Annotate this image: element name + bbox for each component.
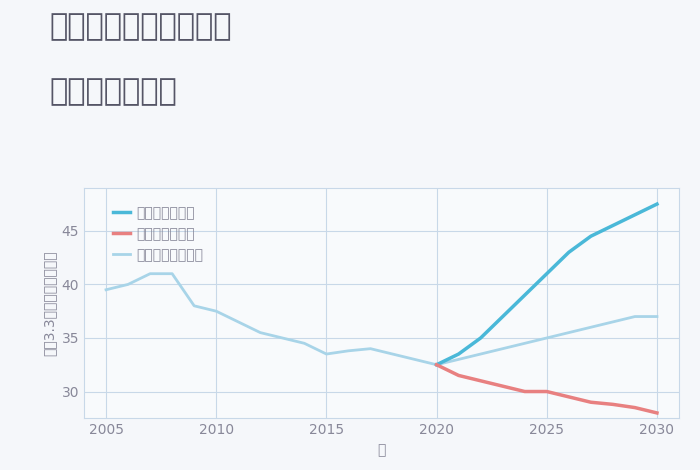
Legend: グッドシナリオ, バッドシナリオ, ノーマルシナリオ: グッドシナリオ, バッドシナリオ, ノーマルシナリオ xyxy=(108,202,208,266)
X-axis label: 年: 年 xyxy=(377,443,386,457)
ノーマルシナリオ xyxy=(389,351,397,357)
バッドシナリオ xyxy=(454,373,463,378)
ノーマルシナリオ xyxy=(124,282,132,287)
ノーマルシナリオ xyxy=(102,287,110,293)
ノーマルシナリオ xyxy=(609,319,617,325)
バッドシナリオ xyxy=(433,362,441,368)
グッドシナリオ xyxy=(521,292,529,298)
Y-axis label: 平（3.3㎡）単価（万円）: 平（3.3㎡）単価（万円） xyxy=(42,251,56,356)
ノーマルシナリオ xyxy=(454,357,463,362)
ノーマルシナリオ xyxy=(300,340,309,346)
バッドシナリオ xyxy=(477,378,485,384)
Text: 奈良県奈良市六条西の: 奈良県奈良市六条西の xyxy=(49,12,232,41)
ノーマルシナリオ xyxy=(344,348,353,353)
ノーマルシナリオ xyxy=(410,357,419,362)
ノーマルシナリオ xyxy=(631,313,639,319)
Text: 土地の価格推移: 土地の価格推移 xyxy=(49,78,176,107)
グッドシナリオ xyxy=(565,250,573,255)
グッドシナリオ xyxy=(587,234,595,239)
ノーマルシナリオ xyxy=(521,340,529,346)
バッドシナリオ xyxy=(653,410,662,416)
ノーマルシナリオ xyxy=(168,271,176,276)
グッドシナリオ xyxy=(433,362,441,368)
ノーマルシナリオ xyxy=(587,324,595,330)
ノーマルシナリオ xyxy=(256,330,265,336)
バッドシナリオ xyxy=(498,384,507,389)
バッドシナリオ xyxy=(521,389,529,394)
バッドシナリオ xyxy=(631,405,639,410)
ノーマルシナリオ xyxy=(278,335,286,341)
グッドシナリオ xyxy=(609,223,617,228)
グッドシナリオ xyxy=(631,212,639,218)
バッドシナリオ xyxy=(565,394,573,399)
グッドシナリオ xyxy=(477,335,485,341)
ノーマルシナリオ xyxy=(542,335,551,341)
グッドシナリオ xyxy=(454,351,463,357)
ノーマルシナリオ xyxy=(234,319,242,325)
グッドシナリオ xyxy=(653,201,662,207)
ノーマルシナリオ xyxy=(498,346,507,352)
ノーマルシナリオ xyxy=(146,271,154,276)
ノーマルシナリオ xyxy=(477,351,485,357)
ノーマルシナリオ xyxy=(190,303,198,309)
バッドシナリオ xyxy=(587,400,595,405)
ノーマルシナリオ xyxy=(653,313,662,319)
グッドシナリオ xyxy=(542,271,551,276)
ノーマルシナリオ xyxy=(322,351,330,357)
ノーマルシナリオ xyxy=(366,346,375,352)
ノーマルシナリオ xyxy=(433,362,441,368)
Line: グッドシナリオ: グッドシナリオ xyxy=(437,204,657,365)
バッドシナリオ xyxy=(609,401,617,407)
バッドシナリオ xyxy=(542,389,551,394)
グッドシナリオ xyxy=(498,313,507,319)
Line: バッドシナリオ: バッドシナリオ xyxy=(437,365,657,413)
ノーマルシナリオ xyxy=(565,330,573,336)
Line: ノーマルシナリオ: ノーマルシナリオ xyxy=(106,274,657,365)
ノーマルシナリオ xyxy=(212,308,220,314)
